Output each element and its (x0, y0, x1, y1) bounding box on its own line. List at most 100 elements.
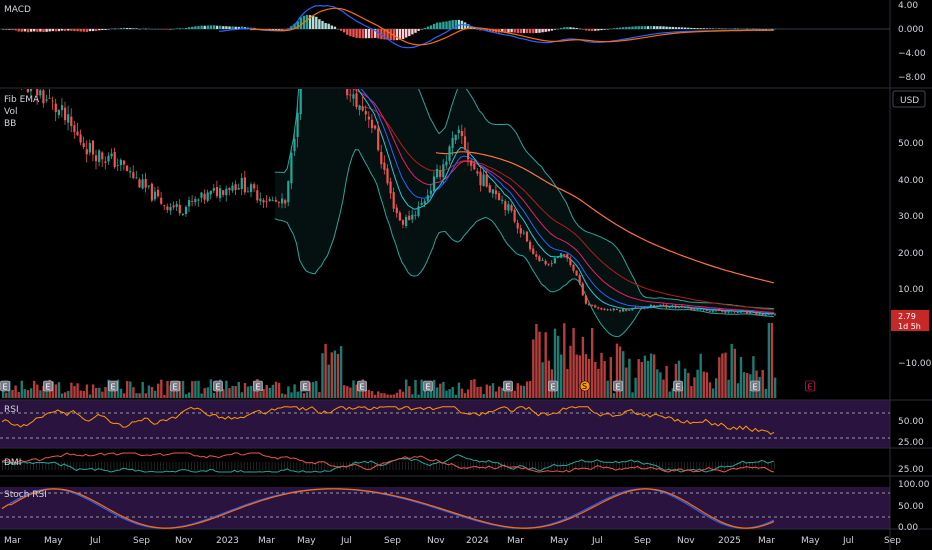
candle[interactable] (60, 98, 64, 118)
candle[interactable] (234, 180, 237, 196)
dmi-axis[interactable]: 25.00 (898, 465, 924, 475)
candle[interactable] (488, 182, 491, 194)
candle[interactable] (181, 213, 184, 217)
candle[interactable] (618, 309, 622, 313)
candle[interactable] (95, 149, 98, 170)
candle[interactable] (212, 183, 215, 194)
candle[interactable] (417, 201, 420, 218)
candle[interactable] (460, 124, 463, 145)
candle[interactable] (150, 182, 153, 203)
candle[interactable] (76, 122, 79, 137)
candle[interactable] (343, 57, 345, 78)
candle[interactable] (315, 30, 317, 57)
candle[interactable] (380, 144, 383, 169)
candle[interactable] (268, 196, 271, 202)
candle[interactable] (749, 312, 752, 315)
candle[interactable] (470, 159, 473, 171)
candle[interactable] (259, 192, 262, 206)
candle[interactable] (222, 190, 225, 198)
candle[interactable] (101, 151, 104, 168)
candle[interactable] (401, 219, 405, 229)
candle[interactable] (331, 29, 333, 56)
candle[interactable] (225, 185, 228, 202)
candle[interactable] (628, 309, 631, 311)
candle[interactable] (39, 82, 42, 99)
candle[interactable] (296, 104, 299, 148)
candle[interactable] (547, 263, 550, 267)
candle[interactable] (408, 210, 411, 221)
candle[interactable] (284, 198, 287, 209)
candle[interactable] (374, 124, 377, 131)
candle[interactable] (516, 219, 519, 234)
candle[interactable] (5, 45, 7, 69)
candle[interactable] (429, 183, 432, 200)
candle[interactable] (321, 43, 323, 73)
candle[interactable] (29, 67, 33, 96)
earnings-marker[interactable]: E (750, 380, 760, 392)
candle[interactable] (674, 304, 677, 309)
earnings-marker[interactable]: E (253, 380, 263, 392)
candle[interactable] (411, 209, 414, 224)
time-axis[interactable]: Mar May Jul Sep Nov 2023 Mar May Jul Sep Nov 2024 Ma… (4, 536, 901, 546)
candle[interactable] (349, 85, 352, 103)
candle[interactable] (240, 173, 243, 196)
candle[interactable] (274, 196, 277, 203)
candle[interactable] (550, 260, 553, 267)
candle[interactable] (680, 304, 684, 308)
candle[interactable] (346, 60, 349, 100)
candle[interactable] (668, 306, 671, 309)
earnings-marker[interactable]: E (170, 380, 180, 392)
candle[interactable] (569, 256, 572, 267)
candle[interactable] (209, 190, 212, 200)
candle[interactable] (104, 156, 107, 170)
candle[interactable] (758, 313, 761, 316)
candle[interactable] (138, 177, 141, 189)
candle[interactable] (696, 308, 699, 311)
candle[interactable] (45, 94, 48, 103)
earnings-marker[interactable]: E (213, 380, 223, 392)
candle[interactable] (541, 257, 544, 262)
candle[interactable] (8, 46, 10, 78)
candle[interactable] (191, 195, 194, 207)
candle[interactable] (442, 159, 445, 184)
candle[interactable] (160, 191, 163, 206)
candle[interactable] (684, 306, 687, 309)
candle[interactable] (615, 308, 618, 310)
candle[interactable] (116, 158, 119, 172)
candle[interactable] (398, 210, 401, 222)
candle[interactable] (337, 29, 339, 73)
candle[interactable] (556, 256, 560, 259)
candle[interactable] (253, 182, 256, 192)
candle[interactable] (147, 185, 150, 190)
candle[interactable] (383, 155, 386, 175)
candle[interactable] (367, 111, 370, 128)
candle[interactable] (250, 182, 253, 198)
candle[interactable] (764, 314, 767, 317)
candle[interactable] (761, 313, 764, 316)
candle[interactable] (656, 305, 659, 308)
candle[interactable] (566, 253, 569, 262)
candle[interactable] (256, 184, 259, 204)
candle[interactable] (606, 308, 609, 311)
candle[interactable] (395, 204, 398, 218)
candle[interactable] (132, 165, 135, 180)
candle[interactable] (48, 88, 51, 99)
candle[interactable] (439, 165, 442, 180)
candle[interactable] (507, 200, 510, 214)
candle[interactable] (640, 306, 643, 309)
candle[interactable] (432, 171, 436, 194)
candle[interactable] (711, 310, 715, 314)
candle[interactable] (129, 167, 132, 179)
candle[interactable] (504, 199, 507, 216)
candle[interactable] (560, 252, 563, 259)
candle[interactable] (597, 306, 600, 310)
candle[interactable] (634, 305, 637, 309)
candle[interactable] (426, 189, 429, 204)
candle[interactable] (625, 308, 628, 312)
candle[interactable] (525, 230, 529, 243)
candle[interactable] (352, 89, 355, 106)
candle[interactable] (14, 50, 16, 81)
candle[interactable] (578, 273, 581, 286)
candle[interactable] (436, 164, 439, 180)
candle[interactable] (600, 307, 603, 311)
